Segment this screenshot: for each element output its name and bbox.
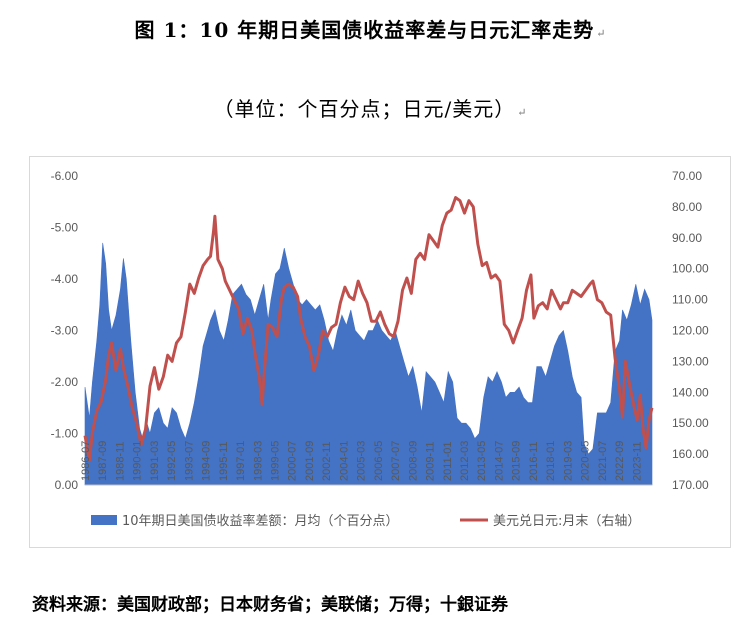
x-axis-tick-label: 1991-03 (149, 441, 161, 481)
x-axis-tick-label: 1992-05 (166, 441, 178, 481)
right-axis-tick-label: 160.00 (672, 447, 709, 461)
spread-area-series (84, 242, 653, 486)
chart-subtitle: （单位：个百分点；日元/美元） ↵ (213, 97, 528, 121)
x-axis-tick-label: 2018-01 (545, 441, 557, 481)
chart-title: 图 1：10 年期日美国债收益率差与日元汇率走势 ↵ (134, 18, 607, 42)
right-axis-tick-label: 100.00 (672, 262, 709, 276)
x-axis-tick-label: 1995-11 (218, 441, 230, 481)
x-axis-tick-label: 2011-01 (442, 441, 454, 481)
legend-label-fx: 美元兑日元:月末（右轴） (493, 514, 640, 529)
right-axis-tick-label: 150.00 (672, 416, 709, 430)
chart-svg: -6.00 -5.00 -4.00 -3.00 -2.00 -1.00 0.00 70.00 8… (51, 169, 709, 529)
x-axis-tick-label: 1990-01 (132, 441, 144, 481)
paragraph-mark-icon: ↵ (517, 106, 528, 119)
left-axis-tick-label: -6.00 (51, 169, 79, 183)
left-axis-tick-label: -4.00 (51, 272, 79, 286)
x-axis-tick-label: 1987-09 (97, 441, 109, 481)
x-axis-tick-label: 2000-07 (287, 441, 299, 481)
x-axis-tick-label: 1999-05 (269, 441, 281, 481)
x-axis-tick-label: 2022-09 (614, 441, 626, 481)
right-axis-tick-label: 90.00 (672, 231, 702, 245)
x-axis-tick-label: 2012-03 (459, 441, 471, 481)
x-axis-tick-label: 1997-01 (235, 441, 247, 481)
x-axis-tick-label: 1994-09 (201, 441, 213, 481)
right-axis-tick-label: 130.00 (672, 354, 709, 368)
x-axis-tick-label: 2023-11 (631, 441, 643, 481)
x-axis-tick-label: 1986-07 (80, 441, 92, 481)
x-axis-tick-label: 2004-01 (338, 441, 350, 481)
legend-label-spread: 10年期日美国债收益率差额：月均（个百分点） (122, 513, 399, 529)
right-axis-tick-label: 170.00 (672, 478, 709, 492)
left-axis-tick-label: -1.00 (51, 427, 79, 441)
x-axis-tick-label: 2021-07 (597, 441, 609, 481)
x-axis-tick-label: 2005-03 (356, 441, 368, 481)
x-axis-tick-label: 2014-07 (493, 441, 505, 481)
x-axis-tick-label: 2001-09 (304, 441, 316, 481)
x-axis-tick-label: 2015-09 (511, 441, 523, 481)
fx-line-series (83, 196, 654, 462)
right-axis-tick-label: 140.00 (672, 385, 709, 399)
x-axis-tick-label: 2006-05 (373, 441, 385, 481)
right-axis-tick-label: 110.00 (672, 293, 708, 307)
x-axis-tick-label: 2009-11 (425, 441, 437, 481)
right-axis-tick-label: 70.00 (672, 169, 702, 183)
x-axis-tick-label: 2013-05 (476, 441, 488, 481)
x-axis-tick-label: 2007-07 (390, 441, 402, 481)
legend-swatch-spread (91, 515, 117, 525)
paragraph-mark-icon: ↵ (596, 27, 607, 40)
x-axis-tick-label: 1993-07 (183, 441, 195, 481)
x-axis-tick-label: 1998-03 (252, 441, 264, 481)
right-axis-tick-label: 80.00 (672, 200, 702, 214)
left-axis-tick-label: -3.00 (51, 324, 79, 338)
x-axis-tick-label: 2020-05 (580, 441, 592, 481)
x-axis-tick-label: 2002-11 (321, 441, 333, 481)
chart-frame: -6.00 -5.00 -4.00 -3.00 -2.00 -1.00 0.00 70.00 8… (29, 156, 731, 548)
x-axis-tick-label: 2008-09 (407, 441, 419, 481)
source-note: 资料来源：美国财政部；日本财务省；美联储；万得；十銀证券 (32, 595, 508, 615)
left-axis-tick-label: 0.00 (55, 478, 79, 492)
x-axis-tick-label: 2016-11 (528, 441, 540, 481)
x-axis-tick-label: 1988-11 (114, 441, 126, 481)
right-axis-tick-label: 120.00 (672, 324, 709, 338)
left-axis-tick-label: -5.00 (51, 221, 79, 235)
x-axis-tick-label: 2019-03 (562, 441, 574, 481)
left-axis-tick-label: -2.00 (51, 375, 79, 389)
